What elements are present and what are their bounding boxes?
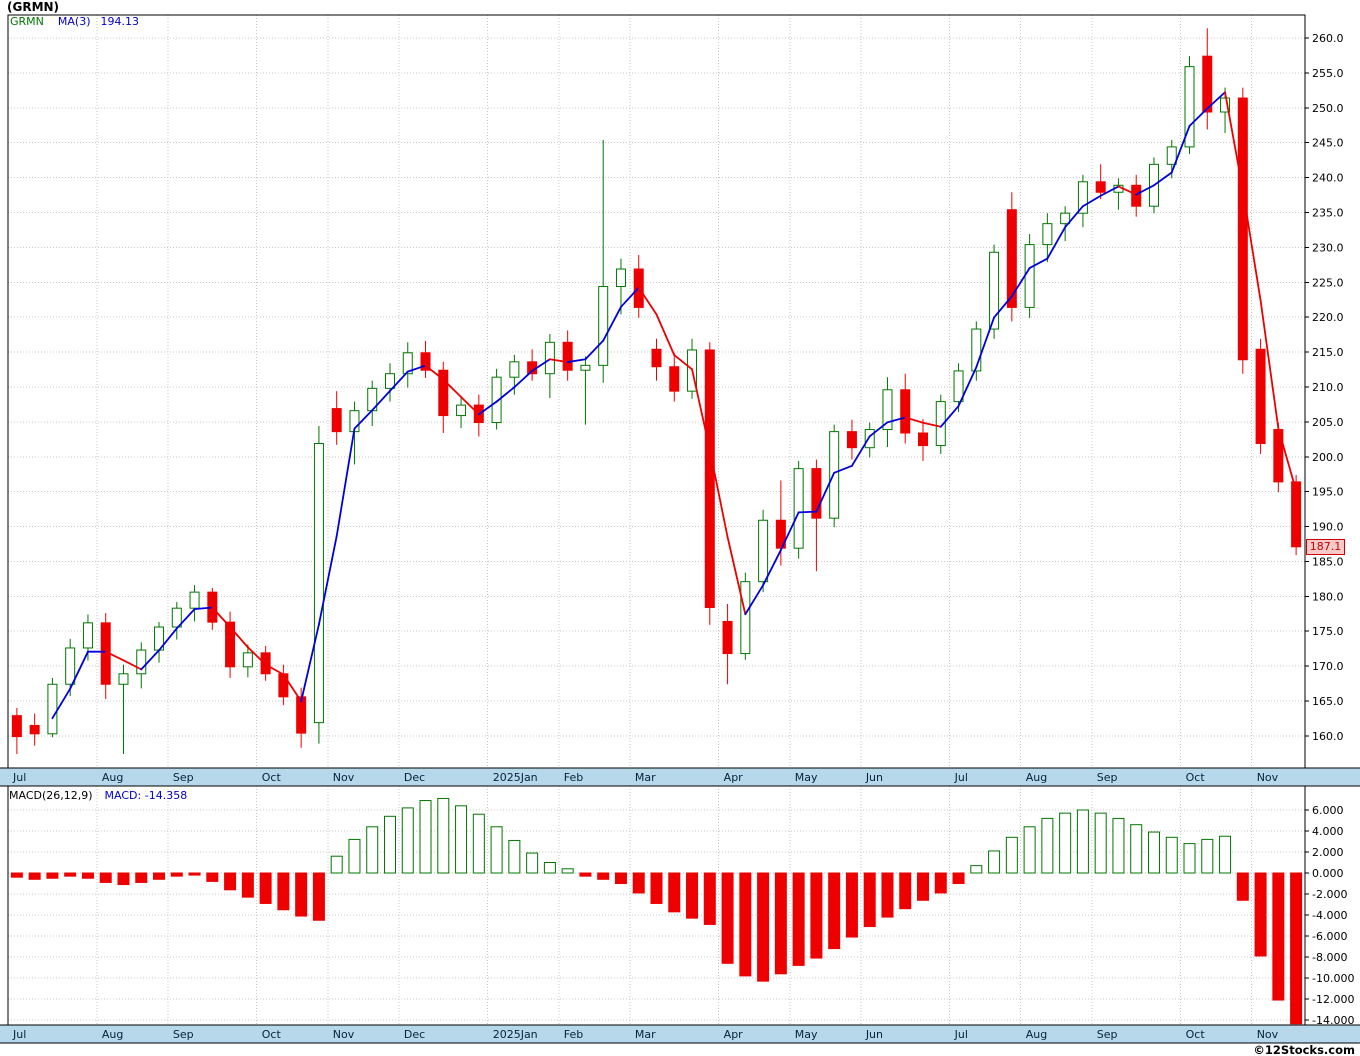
- svg-text:170.0: 170.0: [1312, 660, 1344, 673]
- svg-text:Jun: Jun: [865, 771, 883, 784]
- svg-text:235.0: 235.0: [1312, 206, 1344, 219]
- svg-text:205.0: 205.0: [1312, 416, 1344, 429]
- svg-text:165.0: 165.0: [1312, 695, 1344, 708]
- symbol-label: GRMN: [10, 15, 44, 28]
- svg-text:2.000: 2.000: [1312, 846, 1344, 859]
- ma-value: 194.13: [100, 15, 140, 28]
- svg-text:260.0: 260.0: [1312, 32, 1344, 45]
- svg-text:-2.000: -2.000: [1312, 888, 1347, 901]
- svg-text:Jul: Jul: [12, 1028, 26, 1041]
- svg-text:Aug: Aug: [102, 771, 123, 784]
- svg-text:Aug: Aug: [102, 1028, 123, 1041]
- svg-text:Oct: Oct: [1186, 771, 1206, 784]
- svg-text:Sep: Sep: [173, 1028, 194, 1041]
- svg-text:-10.000: -10.000: [1312, 972, 1354, 985]
- svg-text:Jun: Jun: [865, 1028, 883, 1041]
- svg-text:Apr: Apr: [724, 1028, 744, 1041]
- svg-text:-6.000: -6.000: [1312, 930, 1347, 943]
- svg-text:2025Jan: 2025Jan: [493, 1028, 538, 1041]
- svg-text:Dec: Dec: [404, 1028, 425, 1041]
- svg-text:Nov: Nov: [333, 771, 355, 784]
- svg-text:-14.000: -14.000: [1312, 1014, 1354, 1027]
- svg-text:Mar: Mar: [635, 1028, 656, 1041]
- svg-text:Aug: Aug: [1026, 771, 1047, 784]
- svg-text:175.0: 175.0: [1312, 625, 1344, 638]
- svg-text:Sep: Sep: [1097, 1028, 1118, 1041]
- svg-text:225.0: 225.0: [1312, 276, 1344, 289]
- svg-text:May: May: [795, 1028, 818, 1041]
- svg-text:Sep: Sep: [1097, 771, 1118, 784]
- svg-text:210.0: 210.0: [1312, 381, 1344, 394]
- svg-text:Aug: Aug: [1026, 1028, 1047, 1041]
- svg-text:Dec: Dec: [404, 771, 425, 784]
- chart-legend: GRMN MA(3) 194.13: [10, 15, 139, 28]
- svg-text:6.000: 6.000: [1312, 804, 1344, 817]
- svg-text:-12.000: -12.000: [1312, 993, 1354, 1006]
- svg-text:160.0: 160.0: [1312, 730, 1344, 743]
- svg-text:Feb: Feb: [564, 771, 583, 784]
- macd-value-prefix: MACD:: [104, 789, 142, 802]
- svg-text:Feb: Feb: [564, 1028, 583, 1041]
- svg-text:-8.000: -8.000: [1312, 951, 1347, 964]
- last-price-tag: 187.1: [1306, 538, 1345, 555]
- svg-text:Nov: Nov: [333, 1028, 355, 1041]
- svg-text:200.0: 200.0: [1312, 451, 1344, 464]
- svg-text:195.0: 195.0: [1312, 486, 1344, 499]
- svg-text:Jul: Jul: [954, 771, 968, 784]
- svg-text:Oct: Oct: [262, 1028, 282, 1041]
- svg-text:4.000: 4.000: [1312, 825, 1344, 838]
- svg-text:Oct: Oct: [1186, 1028, 1206, 1041]
- svg-text:220.0: 220.0: [1312, 311, 1344, 324]
- svg-text:Mar: Mar: [635, 771, 656, 784]
- svg-text:180.0: 180.0: [1312, 590, 1344, 603]
- svg-text:-4.000: -4.000: [1312, 909, 1347, 922]
- macd-legend: MACD(26,12,9) MACD: -14.358: [9, 789, 187, 802]
- svg-text:215.0: 215.0: [1312, 346, 1344, 359]
- svg-text:250.0: 250.0: [1312, 102, 1344, 115]
- svg-text:2025Jan: 2025Jan: [493, 771, 538, 784]
- macd-value: -14.358: [144, 789, 188, 802]
- svg-text:245.0: 245.0: [1312, 137, 1344, 150]
- page-title: (GRMN): [7, 0, 60, 14]
- svg-text:Jul: Jul: [954, 1028, 968, 1041]
- svg-text:Sep: Sep: [173, 771, 194, 784]
- svg-text:Apr: Apr: [724, 771, 744, 784]
- macd-params-label: MACD(26,12,9): [9, 789, 93, 802]
- svg-text:240.0: 240.0: [1312, 172, 1344, 185]
- ma-label: MA(3): [57, 15, 91, 28]
- svg-text:Nov: Nov: [1257, 771, 1279, 784]
- svg-text:185.0: 185.0: [1312, 555, 1344, 568]
- svg-text:230.0: 230.0: [1312, 241, 1344, 254]
- svg-text:255.0: 255.0: [1312, 67, 1344, 80]
- svg-text:Nov: Nov: [1257, 1028, 1279, 1041]
- svg-text:Oct: Oct: [262, 771, 282, 784]
- svg-text:190.0: 190.0: [1312, 521, 1344, 534]
- svg-text:0.000: 0.000: [1312, 867, 1344, 880]
- svg-text:May: May: [795, 771, 818, 784]
- svg-text:Jul: Jul: [12, 771, 26, 784]
- watermark: ©12Stocks.com: [1253, 1043, 1355, 1056]
